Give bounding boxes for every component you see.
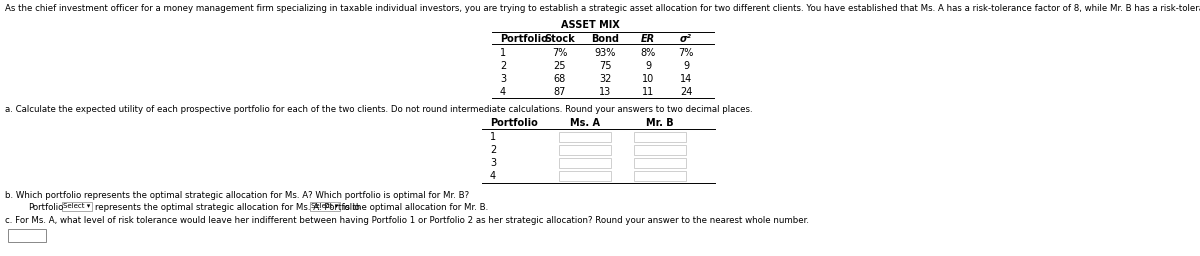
FancyBboxPatch shape — [634, 132, 686, 142]
Text: 13: 13 — [599, 87, 611, 97]
Text: 25: 25 — [553, 61, 566, 71]
Text: 93%: 93% — [594, 48, 616, 58]
Text: 2: 2 — [490, 145, 497, 155]
Text: As the chief investment officer for a money management firm specializing in taxa: As the chief investment officer for a mo… — [5, 4, 1200, 13]
Text: 2: 2 — [500, 61, 506, 71]
Text: 9: 9 — [683, 61, 689, 71]
Text: 11: 11 — [642, 87, 654, 97]
Text: 4: 4 — [500, 87, 506, 97]
FancyBboxPatch shape — [8, 229, 46, 242]
FancyBboxPatch shape — [634, 171, 686, 181]
Text: 7%: 7% — [552, 48, 568, 58]
Text: Ms. A: Ms. A — [570, 118, 600, 128]
Text: 3: 3 — [490, 158, 496, 168]
Text: Portfolio: Portfolio — [28, 203, 64, 212]
Text: b. Which portfolio represents the optimal strategic allocation for Ms. A? Which : b. Which portfolio represents the optima… — [5, 191, 469, 200]
FancyBboxPatch shape — [559, 145, 611, 155]
Text: 14: 14 — [680, 74, 692, 84]
Text: 9: 9 — [644, 61, 652, 71]
Text: 3: 3 — [500, 74, 506, 84]
Text: Portfolio: Portfolio — [490, 118, 538, 128]
Text: a. Calculate the expected utility of each prospective portfolio for each of the : a. Calculate the expected utility of eac… — [5, 105, 752, 114]
FancyBboxPatch shape — [559, 171, 611, 181]
Text: 7%: 7% — [678, 48, 694, 58]
Text: Bond: Bond — [592, 34, 619, 44]
Text: is the optimal allocation for Mr. B.: is the optimal allocation for Mr. B. — [343, 203, 488, 212]
Text: 1: 1 — [490, 132, 496, 142]
Text: 10: 10 — [642, 74, 654, 84]
Text: 68: 68 — [554, 74, 566, 84]
Text: ASSET MIX: ASSET MIX — [560, 20, 619, 30]
Text: represents the optimal strategic allocation for Ms. A. Portfolio: represents the optimal strategic allocat… — [95, 203, 360, 212]
Text: Mr. B: Mr. B — [646, 118, 674, 128]
Text: 4: 4 — [490, 171, 496, 181]
Text: σ²: σ² — [680, 34, 692, 44]
Text: Select ▾: Select ▾ — [311, 203, 338, 209]
Text: Portfolio: Portfolio — [500, 34, 547, 44]
FancyBboxPatch shape — [310, 202, 340, 211]
Text: 75: 75 — [599, 61, 611, 71]
Text: Stock: Stock — [545, 34, 575, 44]
Text: 87: 87 — [554, 87, 566, 97]
Text: 8%: 8% — [641, 48, 655, 58]
Text: 1: 1 — [500, 48, 506, 58]
Text: ER: ER — [641, 34, 655, 44]
Text: 24: 24 — [680, 87, 692, 97]
FancyBboxPatch shape — [559, 132, 611, 142]
Text: c. For Ms. A, what level of risk tolerance would leave her indifferent between h: c. For Ms. A, what level of risk toleran… — [5, 216, 809, 225]
Text: 32: 32 — [599, 74, 611, 84]
FancyBboxPatch shape — [634, 145, 686, 155]
FancyBboxPatch shape — [634, 158, 686, 168]
FancyBboxPatch shape — [559, 158, 611, 168]
Text: Select ▾: Select ▾ — [64, 203, 91, 209]
FancyBboxPatch shape — [62, 202, 92, 211]
